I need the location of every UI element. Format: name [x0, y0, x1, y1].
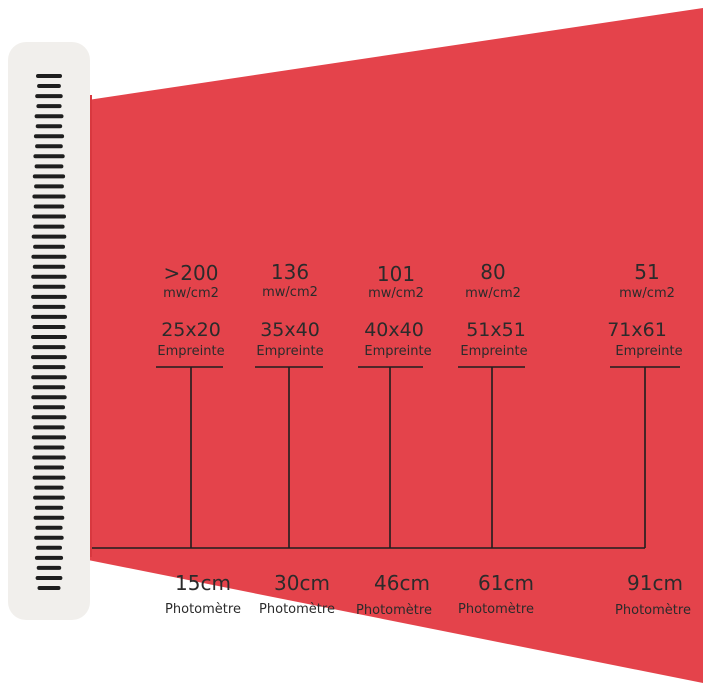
irradiance-value: 101: [376, 262, 416, 286]
panel-slot: [31, 274, 67, 279]
distance-value: 15cm: [175, 571, 231, 595]
distance-label: Photomètre: [458, 602, 534, 617]
irradiance-unit: mw/cm2: [368, 286, 424, 301]
panel-slot: [32, 455, 66, 460]
footprint-value: 40x40: [364, 319, 424, 341]
panel-slots: [31, 74, 67, 590]
panel-slot: [35, 124, 63, 129]
distance-value: 30cm: [274, 571, 330, 595]
irradiance-value: >200: [163, 261, 219, 285]
panel-slot: [32, 345, 66, 350]
distance-value: 61cm: [478, 571, 534, 595]
panel-slot: [34, 184, 64, 189]
panel-slot: [33, 204, 65, 209]
panel-slot: [33, 495, 65, 500]
distance-value: 91cm: [627, 571, 683, 595]
irradiance-value: 51: [634, 260, 660, 284]
footprint-value: 25x20: [161, 319, 221, 341]
panel-slot: [36, 74, 62, 78]
panel-slot: [37, 84, 61, 88]
irradiance-unit: mw/cm2: [619, 286, 675, 301]
distance-value: 46cm: [374, 571, 430, 595]
panel-slot: [34, 555, 64, 560]
panel-slot: [36, 104, 62, 109]
footprint-value: 71x61: [607, 319, 667, 341]
panel-slot: [34, 485, 64, 490]
panel-slot: [31, 435, 67, 440]
panel-slot: [33, 515, 65, 520]
footprint-label: Empreinte: [460, 344, 528, 359]
panel-slot: [32, 264, 66, 269]
panel-slot: [32, 304, 66, 309]
panel-slot: [34, 164, 64, 169]
panel-slot: [32, 405, 65, 410]
panel-slot: [34, 114, 64, 119]
footprint-value: 51x51: [466, 319, 526, 341]
panel-slot: [31, 335, 67, 339]
panel-slot: [33, 134, 65, 139]
panel-slot: [31, 375, 67, 380]
led-panel: [8, 42, 90, 620]
irradiance-unit: mw/cm2: [163, 286, 219, 301]
panel-slot: [33, 445, 65, 450]
footprint-label: Empreinte: [256, 344, 324, 359]
panel-slot: [35, 144, 63, 149]
panel-slot: [31, 395, 67, 400]
panel-slot: [32, 325, 66, 329]
panel-slot: [31, 294, 67, 299]
panel-slot: [35, 525, 63, 530]
footprint-label: Empreinte: [615, 344, 683, 359]
panel-slot: [32, 214, 66, 219]
panel-slot: [34, 535, 64, 540]
panel-slot: [31, 355, 67, 360]
irradiance-value: 80: [480, 260, 506, 284]
panel-slot: [34, 505, 64, 510]
panel-slot: [35, 94, 63, 99]
panel-slot: [32, 194, 66, 199]
panel-slot: [35, 576, 63, 580]
panel-slot: [32, 284, 66, 289]
panel-slot: [33, 154, 65, 159]
distance-label: Photomètre: [259, 602, 335, 617]
panel-slot: [32, 385, 66, 390]
footprint-label: Empreinte: [364, 344, 432, 359]
panel-slot: [32, 174, 66, 179]
panel-slot: [36, 565, 62, 570]
measurement-lines: [92, 366, 680, 549]
footprint-value: 35x40: [260, 319, 320, 341]
panel-slot: [31, 254, 67, 259]
panel-slot: [36, 545, 62, 550]
panel-slot: [33, 465, 65, 470]
light-beam: [88, 8, 703, 683]
panel-slot: [31, 314, 67, 319]
panel-slot: [32, 475, 66, 480]
distance-label: Photomètre: [356, 603, 432, 618]
panel-slot: [31, 415, 67, 420]
panel-slot: [37, 586, 61, 590]
distance-label: Photomètre: [615, 603, 691, 618]
panel-slot: [33, 224, 65, 229]
distance-label: Photomètre: [165, 602, 241, 617]
panel-slot: [33, 425, 65, 430]
irradiance-unit: mw/cm2: [465, 286, 521, 301]
panel-slot: [32, 365, 66, 370]
irradiance-unit: mw/cm2: [262, 285, 318, 300]
panel-slot: [31, 234, 67, 239]
panel-slot: [33, 244, 65, 249]
irradiance-value: 136: [270, 260, 310, 284]
footprint-label: Empreinte: [157, 344, 225, 359]
